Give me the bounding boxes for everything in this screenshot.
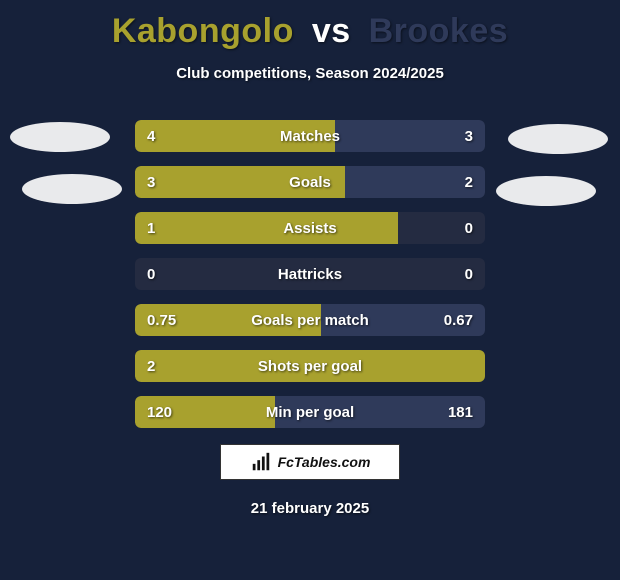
chart-icon [250,451,272,473]
stat-row: 32Goals [135,166,485,198]
stat-label: Goals [135,166,485,198]
stat-label: Matches [135,120,485,152]
stat-row: 10Assists [135,212,485,244]
subtitle: Club competitions, Season 2024/2025 [0,65,620,82]
stat-label: Assists [135,212,485,244]
stat-label: Shots per goal [135,350,485,382]
player2-name: Brookes [369,12,509,50]
brand-box[interactable]: FcTables.com [220,444,400,480]
player1-name: Kabongolo [112,12,294,50]
stat-row: 0.750.67Goals per match [135,304,485,336]
stat-row: 120181Min per goal [135,396,485,428]
brand-text: FcTables.com [278,454,371,470]
stat-label: Min per goal [135,396,485,428]
stat-row: 43Matches [135,120,485,152]
comparison-title: Kabongolo vs Brookes [0,0,620,51]
stat-row: 00Hattricks [135,258,485,290]
stat-label: Hattricks [135,258,485,290]
date-text: 21 february 2025 [0,500,620,517]
vs-text: vs [312,12,351,50]
stat-label: Goals per match [135,304,485,336]
stat-row: 2Shots per goal [135,350,485,382]
stats-container: 43Matches 32Goals 10Assists 00Hattricks 0.75… [0,120,620,442]
